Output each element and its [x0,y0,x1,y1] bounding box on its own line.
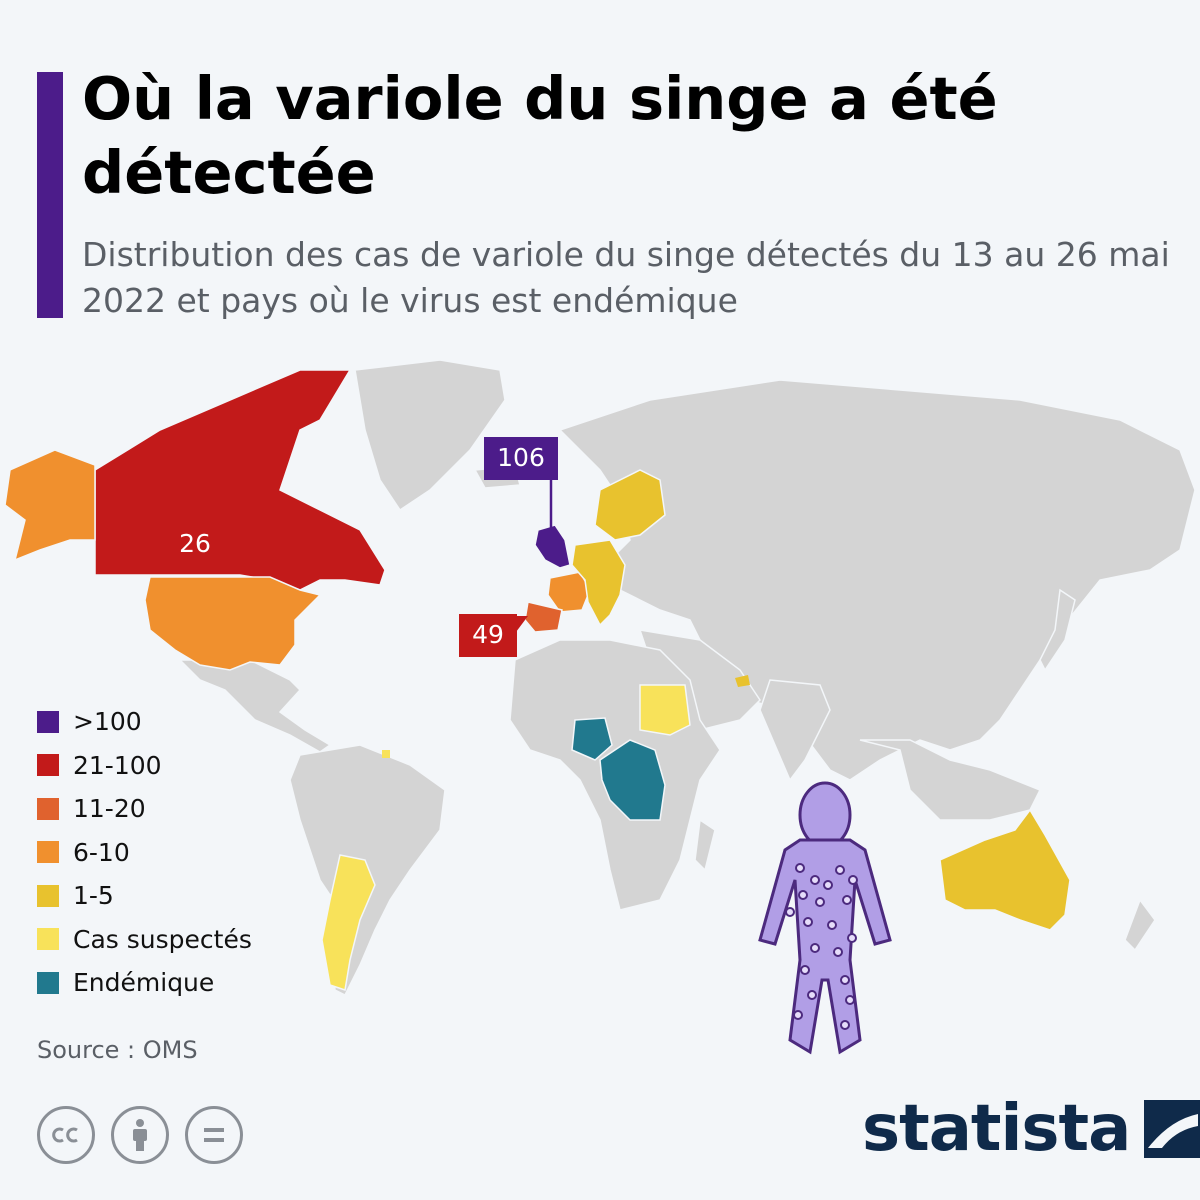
no-derivatives-icon[interactable] [185,1106,243,1164]
scandinavia-region [594,469,666,541]
source-note: Source : OMS [37,1036,198,1064]
legend-label: Endémique [73,968,215,998]
legend-label: >100 [73,707,142,737]
legend-swatch [37,884,59,907]
sudan-region [639,684,691,736]
uk-callout-label: 106 [497,443,545,472]
greenland [354,359,506,512]
legend-label: Cas suspectés [73,924,252,954]
page-title: Où la variole du singe a été détectée [82,64,998,207]
usa-region [144,576,322,671]
canada-callout-label: 26 [179,529,211,558]
central-europe-region [571,539,626,627]
world-map: 106 26 49 [4,359,1196,1055]
cc-glyph [52,1127,78,1143]
spain-callout-label: 49 [472,620,504,649]
uae-region [735,675,750,687]
legend: >100 21-100 11-20 6-10 1-5 Cas suspectés… [37,700,252,1005]
nigeria-region [571,717,613,761]
equals-glyph [204,1128,224,1142]
legend-item: 6-10 [37,831,252,875]
legend-label: 11-20 [73,794,146,824]
australia-region [939,808,1071,931]
legend-item: 1-5 [37,874,252,918]
legend-label: 6-10 [73,837,130,867]
french-guiana-region [382,750,390,758]
license-icons [37,1106,243,1164]
statista-logo-icon [1144,1100,1200,1158]
alaska-region [4,449,96,562]
brand[interactable]: statista [862,1092,1200,1166]
madagascar [694,818,716,872]
uk-callout: 106 [484,437,558,535]
legend-item: >100 [37,700,252,744]
legend-item: Cas suspectés [37,918,252,962]
legend-item: 11-20 [37,787,252,831]
attribution-icon[interactable] [111,1106,169,1164]
central-africa-region [599,739,666,821]
legend-item: 21-100 [37,744,252,788]
mexico-central-america [178,659,332,753]
legend-label: 1-5 [73,881,114,911]
brand-wordmark: statista [862,1092,1131,1166]
page-subtitle: Distribution des cas de variole du singe… [82,235,1170,320]
legend-swatch [37,971,59,994]
uk-region [534,524,571,569]
legend-swatch [37,797,59,820]
legend-label: 21-100 [73,750,162,780]
argentina-region [321,854,376,991]
japan [1039,588,1076,672]
new-zealand [1124,898,1156,952]
legend-swatch [37,841,59,864]
legend-swatch [37,710,59,733]
russia-asia [558,379,1196,781]
canada-region [94,369,386,591]
legend-item: Endémique [37,961,252,1005]
legend-swatch [37,928,59,951]
india [759,679,831,782]
cc-icon[interactable] [37,1106,95,1164]
person-glyph [133,1119,147,1151]
spain-callout: 49 [459,614,528,657]
legend-swatch [37,754,59,777]
title-accent-bar [37,72,63,318]
person-illustration [758,781,892,1055]
pox-dots [785,863,858,1030]
